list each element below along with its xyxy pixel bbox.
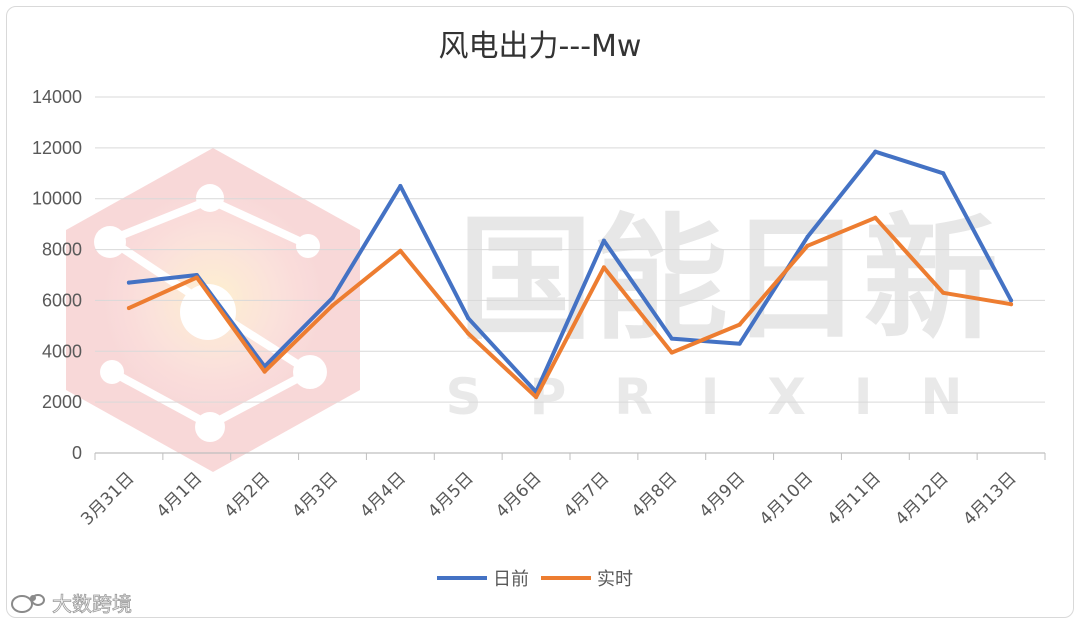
legend-label: 日前 — [493, 569, 529, 590]
data-point — [669, 336, 674, 341]
credit-watermark: 大数跨境 — [11, 592, 132, 616]
data-point — [873, 215, 878, 220]
data-point — [941, 171, 946, 176]
series-lines — [126, 149, 1014, 400]
data-point — [737, 322, 742, 327]
chart-title: 风电出力---Mw — [439, 29, 642, 64]
legend-label: 实时 — [597, 569, 633, 590]
x-tick-label: 4月2日 — [221, 468, 274, 521]
x-tick-label: 4月6日 — [492, 468, 545, 521]
series-line-0 — [126, 149, 1014, 394]
data-point — [941, 290, 946, 295]
data-point — [1009, 302, 1014, 307]
y-tick-label: 2000 — [42, 392, 82, 412]
x-tick-label: 4月13日 — [959, 468, 1020, 529]
hexagon-network-logo-icon — [66, 148, 360, 472]
x-tick-label: 3月31日 — [77, 468, 138, 529]
x-tick-label: 4月5日 — [424, 468, 477, 521]
data-point — [126, 280, 131, 285]
x-tick-label: 4月7日 — [560, 468, 613, 521]
x-tick-label: 4月4日 — [356, 468, 409, 521]
data-point — [1009, 298, 1014, 303]
brand-watermark-en: SPRIXIN — [446, 368, 1011, 426]
data-point — [534, 395, 539, 400]
data-point — [601, 238, 606, 243]
data-point — [601, 265, 606, 270]
y-tick-label: 6000 — [42, 290, 82, 310]
weibo-logo-icon — [11, 594, 45, 613]
y-tick-label: 10000 — [32, 189, 82, 209]
y-tick-label: 4000 — [42, 341, 82, 361]
data-point — [805, 234, 810, 239]
y-tick-label: 12000 — [32, 138, 82, 158]
data-point — [669, 350, 674, 355]
y-tick-label: 14000 — [32, 87, 82, 107]
x-tick-label: 4月8日 — [628, 468, 681, 521]
x-tick-label: 4月11日 — [824, 468, 885, 529]
legend: 日前 实时 — [437, 569, 633, 590]
x-tick-label: 4月12日 — [892, 468, 953, 529]
brand-watermark: 国能日新 — [458, 201, 998, 358]
y-tick-label: 8000 — [42, 240, 82, 260]
series-line-1 — [126, 215, 1014, 400]
data-point — [330, 303, 335, 308]
credit-text: 大数跨境 — [52, 592, 132, 616]
data-point — [398, 184, 403, 188]
data-point — [126, 306, 131, 311]
data-point — [466, 316, 471, 321]
data-point — [330, 295, 335, 300]
x-tick-label: 4月1日 — [153, 468, 206, 521]
data-point — [398, 248, 403, 253]
data-point — [873, 149, 878, 154]
data-point — [194, 275, 199, 280]
data-point — [805, 243, 810, 248]
x-tick-label: 4月3日 — [289, 468, 342, 521]
x-tick-label: 4月10日 — [756, 468, 817, 529]
data-point — [466, 331, 471, 336]
y-tick-label: 0 — [72, 443, 82, 463]
data-point — [262, 369, 267, 374]
data-point — [737, 341, 742, 346]
x-tick-label: 4月9日 — [696, 468, 749, 521]
